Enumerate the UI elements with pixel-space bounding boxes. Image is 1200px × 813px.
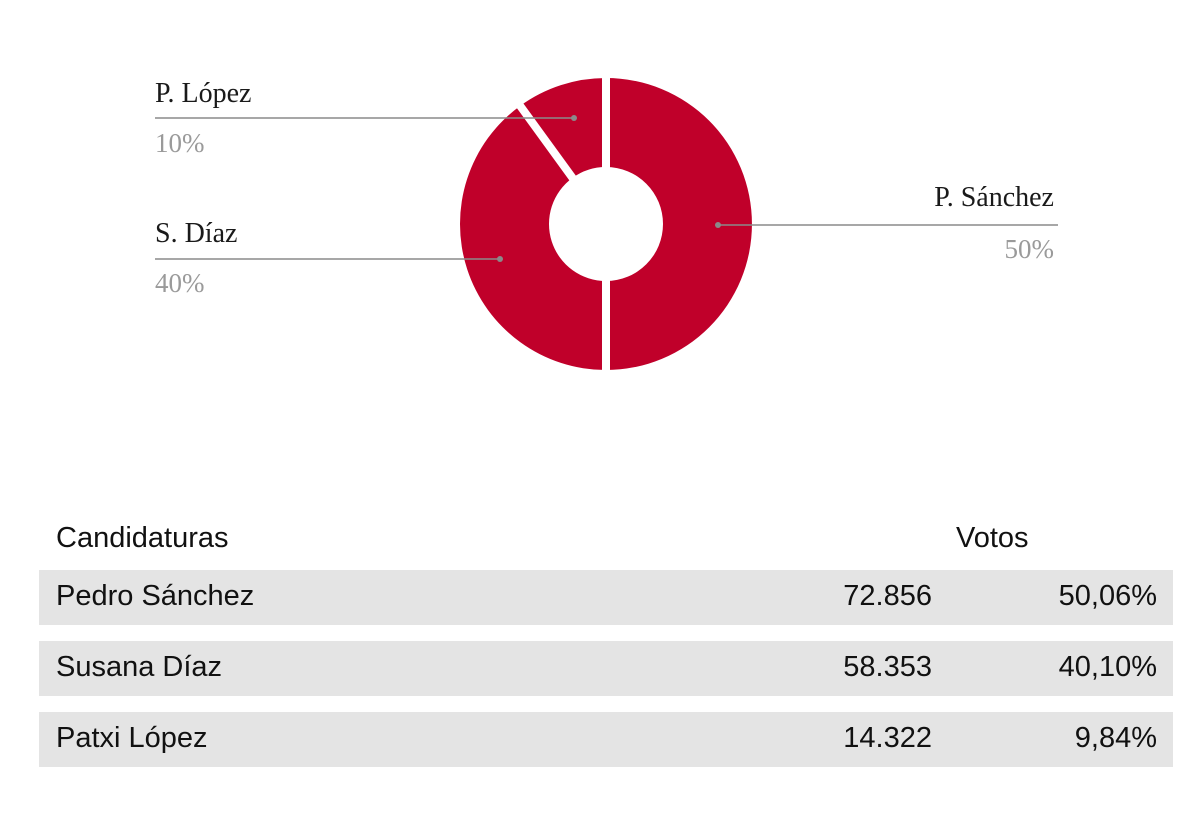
slice-separator: [515, 101, 577, 182]
row-name: Pedro Sánchez: [56, 580, 255, 612]
table-row: Patxi López 14.322 9,84%: [39, 712, 1173, 767]
row-name: Susana Díaz: [56, 651, 223, 683]
row-votes: 72.856: [843, 580, 932, 612]
donut-chart: P. López 10% S. Díaz 40% P. Sánchez 50%: [155, 76, 1058, 372]
row-votes: 14.322: [843, 722, 932, 754]
row-name: Patxi López: [56, 722, 208, 754]
label-lopez: P. López: [155, 78, 252, 109]
results-table: Candidaturas Votos Pedro Sánchez 72.856 …: [39, 510, 1173, 783]
pct-sanchez: 50%: [1004, 234, 1055, 264]
row-pct: 50,06%: [1058, 580, 1157, 612]
label-diaz: S. Díaz: [155, 218, 238, 249]
leader-dot-sanchez: [715, 222, 721, 228]
label-sanchez: P. Sánchez: [934, 182, 1054, 213]
pct-lopez: 10%: [155, 128, 205, 158]
row-pct: 40,10%: [1058, 651, 1157, 683]
row-pct: 9,84%: [1074, 722, 1157, 754]
table-row: Pedro Sánchez 72.856 50,06%: [39, 570, 1173, 625]
slice-diaz: [460, 105, 606, 371]
donut-svg: [155, 76, 1058, 372]
slice-sanchez: [606, 78, 752, 370]
leader-dot-diaz: [497, 256, 503, 262]
header-candidaturas: Candidaturas: [56, 522, 229, 554]
header-votos: Votos: [956, 522, 1029, 554]
table-row: Susana Díaz 58.353 40,10%: [39, 641, 1173, 696]
table-header: Candidaturas Votos: [39, 510, 1173, 570]
leader-dot-lopez: [571, 115, 577, 121]
pct-diaz: 40%: [155, 268, 205, 298]
slice-lopez: [520, 78, 606, 178]
row-votes: 58.353: [843, 651, 932, 683]
